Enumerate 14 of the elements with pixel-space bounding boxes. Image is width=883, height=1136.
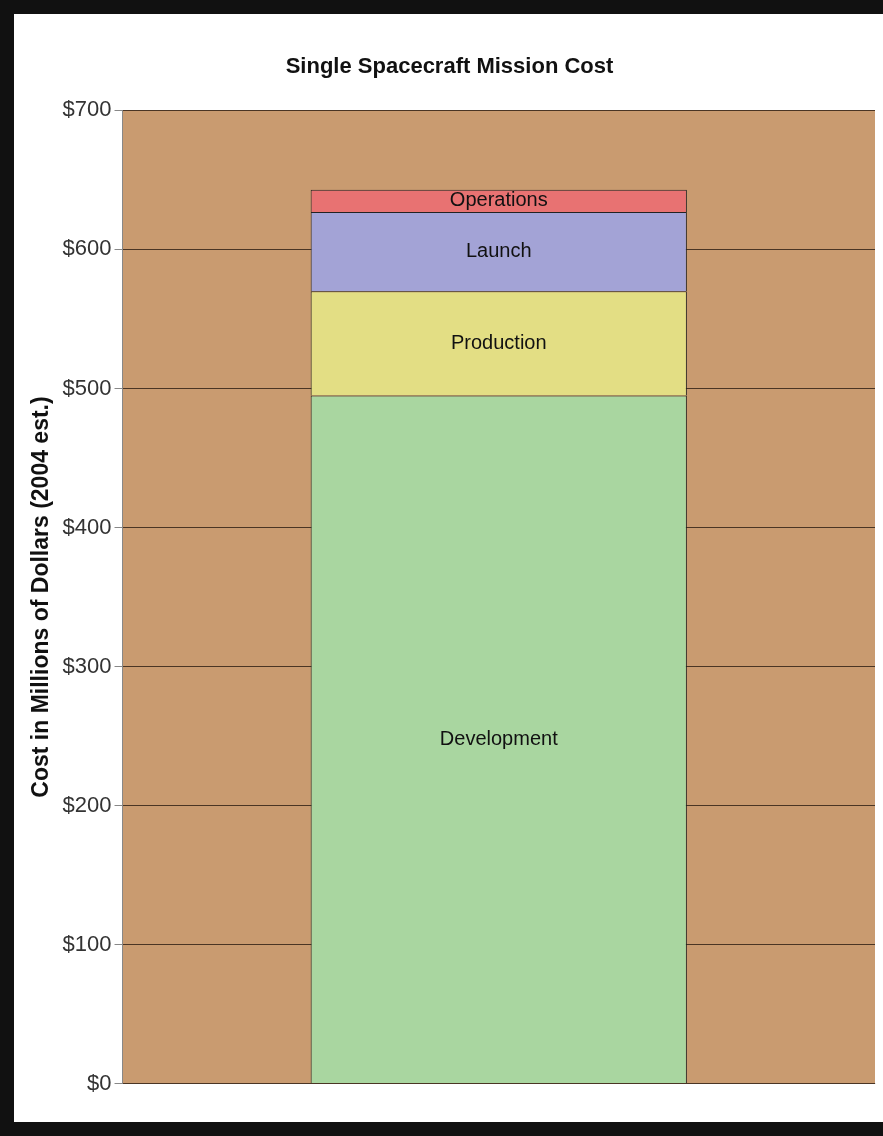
y-tick-label: $200 [62, 791, 112, 817]
y-tick-label: $700 [62, 96, 112, 122]
y-tick-label: $500 [62, 374, 112, 400]
series-label: Development [439, 726, 559, 749]
series-label: Launch [465, 239, 532, 262]
y-tick-label: $0 [87, 1069, 112, 1095]
y-tick-label: $300 [62, 652, 112, 678]
chart-title: Single Spacecraft Mission Cost [285, 53, 614, 79]
y-tick-label: $400 [62, 513, 112, 539]
series-label: Operations [449, 188, 548, 211]
series-label: Production [450, 330, 547, 353]
y-axis-title: Cost in Millions of Dollars (2004 est.) [27, 396, 54, 798]
y-tick-label: $600 [62, 235, 112, 261]
y-tick-label: $100 [62, 930, 112, 956]
